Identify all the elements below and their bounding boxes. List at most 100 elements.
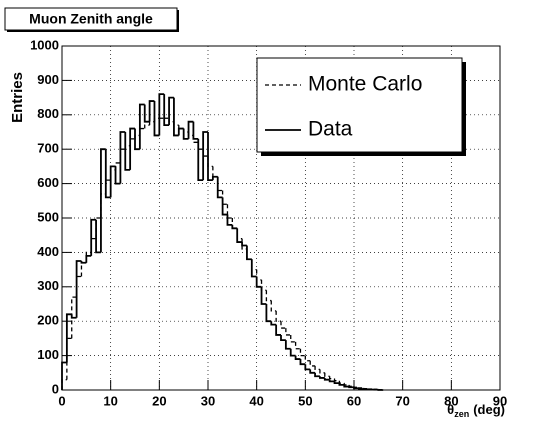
histogram-bin <box>290 334 296 343</box>
histogram-bin <box>134 128 140 151</box>
histogram-bin <box>265 304 272 323</box>
histogram-bin <box>348 386 354 389</box>
histogram-bin <box>148 100 155 122</box>
x-tick-label: 50 <box>298 393 312 408</box>
histogram-bin <box>65 313 72 363</box>
x-tick-label: 0 <box>58 393 65 408</box>
histogram-bin <box>158 93 165 136</box>
histogram-bin <box>236 228 243 243</box>
histogram-bin <box>119 131 126 184</box>
histogram-bin <box>211 175 218 181</box>
histogram-bin <box>275 324 281 336</box>
histogram-bin <box>304 364 311 371</box>
histogram-bin <box>299 359 306 366</box>
histogram-bin <box>153 101 160 137</box>
histogram-bin <box>95 217 101 239</box>
x-tick-label: 90 <box>493 393 507 408</box>
y-tick-label: 300 <box>37 278 59 293</box>
histogram-bin <box>109 165 116 198</box>
histogram-bin <box>246 245 252 261</box>
histogram-bin <box>61 361 67 390</box>
legend-label: Monte Carlo <box>308 73 422 96</box>
histogram-bin <box>124 132 131 171</box>
histogram-bin <box>304 355 311 362</box>
histogram-bin <box>105 179 111 194</box>
histogram-bin <box>114 166 121 185</box>
histogram-bin <box>358 387 364 389</box>
histogram-bin <box>309 360 316 367</box>
histogram-bin <box>168 96 174 126</box>
y-tick-label: 200 <box>37 313 59 328</box>
histogram-bin <box>70 314 77 319</box>
histogram-bin <box>299 348 306 357</box>
x-label-symbol: θ <box>447 402 454 417</box>
x-label-subscript: zen <box>454 409 469 419</box>
histogram-bin <box>338 383 345 386</box>
histogram-bin <box>353 387 359 390</box>
histogram-bin <box>319 369 325 374</box>
histogram-bin <box>144 124 150 129</box>
histogram-bin <box>323 377 330 381</box>
histogram-bin <box>280 334 286 342</box>
chart-title: Muon Zenith angle <box>29 11 153 27</box>
histogram-bin <box>217 176 223 192</box>
histogram-bin <box>192 121 199 140</box>
histogram-bin <box>260 286 267 305</box>
histogram-bin <box>177 127 184 136</box>
histogram-bin <box>90 218 97 256</box>
histogram-bin <box>129 127 135 170</box>
x-tick-label: 20 <box>152 393 166 408</box>
x-tick-label: 70 <box>395 393 409 408</box>
y-tick-label: 0 <box>52 381 59 396</box>
histogram-bin <box>202 131 208 181</box>
histogram-bin <box>104 149 111 199</box>
histogram-bin <box>294 355 301 360</box>
histogram-bin <box>333 381 340 385</box>
histogram-bin <box>226 204 233 219</box>
histogram-bin <box>314 365 320 371</box>
histogram-bin <box>75 260 82 318</box>
histogram-bin <box>357 388 364 390</box>
histogram-bin <box>284 340 291 350</box>
histogram-bin <box>329 376 335 380</box>
histogram-bin <box>324 372 330 377</box>
y-axis-label: Entries <box>9 72 26 123</box>
x-tick-label: 10 <box>103 393 117 408</box>
y-tick-label: 900 <box>37 72 59 87</box>
plot-layer: 0 100 200 300 400 500 600 700 800 900 1000 0 10 20 30 4… <box>30 37 507 408</box>
legend-box <box>256 57 463 153</box>
histogram-bin <box>90 237 97 253</box>
histogram-bin <box>143 104 150 123</box>
histogram-bin <box>285 328 291 336</box>
histogram-bin <box>226 214 233 226</box>
histogram-bin <box>119 148 126 163</box>
legend: Monte Carlo Data <box>265 73 422 141</box>
histogram-bin <box>289 348 296 357</box>
y-tick-label: 700 <box>37 141 59 156</box>
histogram-bin <box>270 321 277 326</box>
histogram-bin <box>319 376 325 379</box>
y-tick-label: 500 <box>37 209 59 224</box>
histogram-bin <box>207 132 213 182</box>
histogram-bin <box>95 219 101 254</box>
histogram-bin <box>270 300 277 312</box>
histogram-bin <box>163 94 170 127</box>
histogram-bin <box>250 259 257 278</box>
histogram-bin <box>294 341 301 350</box>
histogram-bin <box>216 176 223 199</box>
histogram-bin <box>85 254 92 263</box>
histogram-bin <box>221 190 228 205</box>
x-tick-label: 40 <box>249 393 263 408</box>
legend-label: Data <box>308 118 353 141</box>
y-tick-label: 1000 <box>30 37 59 52</box>
histogram-bin <box>100 148 106 253</box>
histogram-bin <box>138 103 145 150</box>
y-tick-label: 400 <box>37 244 59 259</box>
histogram-bin <box>343 384 350 388</box>
histogram-bin <box>314 372 320 378</box>
histogram-bin <box>187 120 194 139</box>
title-box <box>4 7 178 31</box>
histogram-bin <box>66 337 72 380</box>
y-tick-label: 100 <box>37 347 59 362</box>
